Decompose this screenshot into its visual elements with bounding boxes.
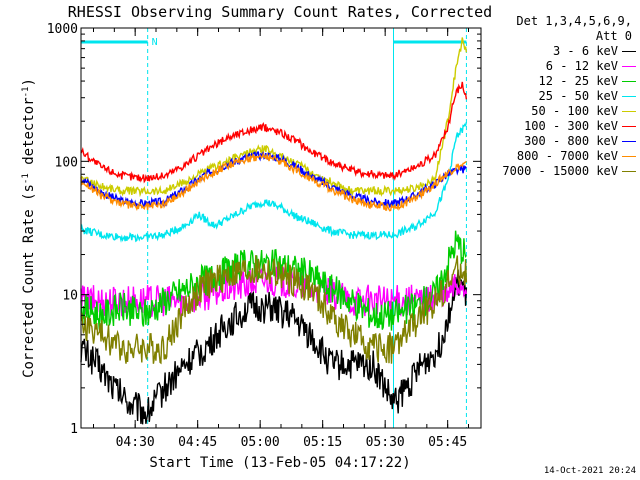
x-tick-label-0: 04:30: [116, 435, 155, 450]
y-axis-label-part2: detector: [21, 97, 37, 173]
legend-swatch: [622, 66, 636, 67]
series-line-5: [80, 81, 468, 184]
legend-label: 800 - 7000 keV: [516, 149, 618, 163]
legend-swatch: [622, 111, 636, 112]
legend-item: 100 - 300 keV: [484, 119, 636, 134]
legend-item: 25 - 50 keV: [484, 89, 636, 104]
chart-title: RHESSI Observing Summary Count Rates, Co…: [68, 3, 492, 21]
legend-label: 50 - 100 keV: [531, 104, 618, 118]
legend-swatch: [622, 81, 636, 82]
legend-swatch: [622, 51, 636, 52]
legend-label: 6 - 12 keV: [545, 59, 618, 73]
series-line-4: [80, 37, 468, 198]
legend-attenuator: Att 0: [595, 29, 632, 43]
x-tick-label-5: 05:45: [428, 435, 467, 450]
legend-label: 7000 - 15000 keV: [502, 164, 618, 178]
legend-item: 3 - 6 keV: [484, 44, 636, 59]
series-line-8: [80, 255, 468, 365]
y-axis-label-part3: ): [21, 78, 37, 86]
y-tick-label-0: 1: [70, 422, 78, 437]
legend-rows: 3 - 6 keV 6 - 12 keV 12 - 25 keV 25 - 50 ke…: [484, 44, 636, 179]
legend-item: 300 - 800 keV: [484, 134, 636, 149]
legend-item: 7000 - 15000 keV: [484, 164, 636, 179]
legend-detectors: Det 1,3,4,5,6,9,: [516, 14, 632, 28]
night-label: N: [152, 37, 158, 48]
series-line-2: [80, 230, 467, 332]
y-axis-label-sup2: -1: [21, 87, 31, 98]
y-axis-label: Corrected Count Rate (s-1 detector-1): [21, 78, 37, 378]
x-tick-label-2: 05:00: [241, 435, 280, 450]
plot-frame: [80, 27, 482, 429]
legend-item: 12 - 25 keV: [484, 74, 636, 89]
legend-swatch: [622, 156, 636, 157]
x-tick-label-4: 05:30: [366, 435, 405, 450]
legend-label: 12 - 25 keV: [538, 74, 618, 88]
x-axis-label: Start Time (13-Feb-05 04:17:22): [149, 455, 410, 471]
legend-label: 100 - 300 keV: [524, 119, 618, 133]
legend-swatch: [622, 96, 636, 97]
legend-swatch: [622, 126, 636, 127]
legend-label: 3 - 6 keV: [552, 44, 618, 58]
y-axis-label-part1: Corrected Count Rate (s: [21, 184, 37, 378]
series-line-7: [80, 151, 467, 212]
series-layer: [80, 37, 468, 425]
y-tick-label-2: 100: [55, 155, 78, 170]
x-tick-label-1: 04:45: [178, 435, 217, 450]
series-line-0: [80, 269, 468, 425]
legend-label: 25 - 50 keV: [538, 89, 618, 103]
legend: Det 1,3,4,5,6,9, Att 0 3 - 6 keV 6 - 12 k…: [484, 14, 636, 179]
legend-item: 800 - 7000 keV: [484, 149, 636, 164]
y-axis-label-sup1: -1: [21, 173, 31, 184]
legend-item: 6 - 12 keV: [484, 59, 636, 74]
generated-timestamp: 14-Oct-2021 20:24: [543, 466, 636, 476]
y-tick-label-3: 1000: [47, 22, 78, 37]
legend-swatch: [622, 171, 636, 172]
series-line-3: [80, 122, 468, 243]
y-tick-label-1: 10: [62, 289, 78, 304]
x-tick-label-3: 05:15: [303, 435, 342, 450]
legend-swatch: [622, 141, 636, 142]
legend-item: 50 - 100 keV: [484, 104, 636, 119]
axes: 1 10 100 1000 04:30 04:45 05:00 05:15 05:30 05:45: [47, 22, 481, 450]
legend-label: 300 - 800 keV: [524, 134, 618, 148]
